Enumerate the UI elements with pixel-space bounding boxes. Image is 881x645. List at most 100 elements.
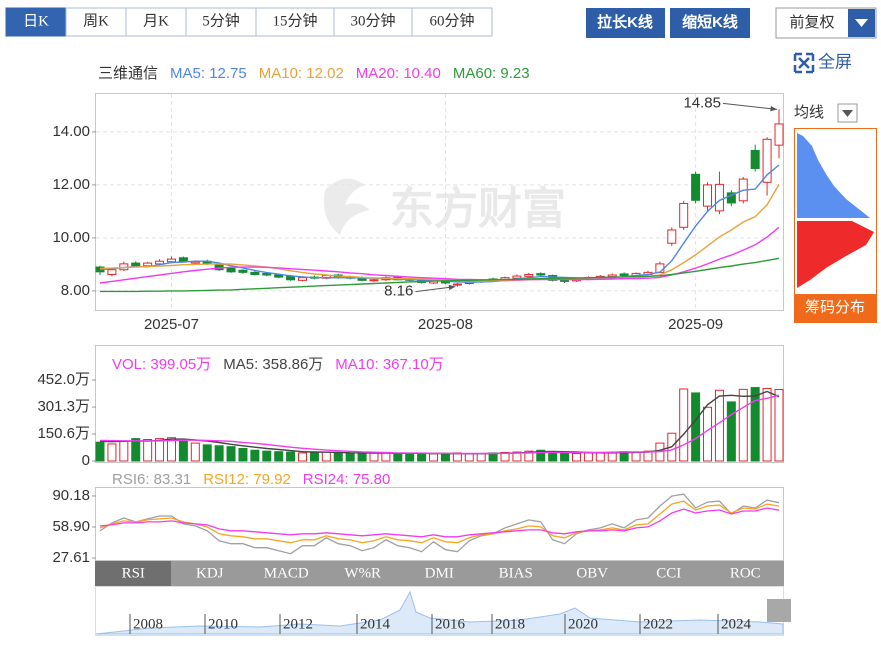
ma-selector-label[interactable]: 均线 [794, 104, 824, 121]
candle-body [679, 202, 689, 228]
volume-bar [571, 452, 581, 462]
volume-bar [703, 406, 713, 462]
indicator-tab[interactable]: DMI [425, 565, 454, 581]
volume-bar [357, 453, 367, 462]
tab[interactable]: 周K [83, 12, 109, 29]
rsi-panel [95, 487, 784, 561]
tab-bg[interactable] [65, 7, 127, 37]
annotation-label: 8.16 [384, 283, 413, 300]
indicator-tab[interactable]: KDJ [196, 565, 224, 581]
volume-bar [262, 450, 272, 462]
indicator-tab[interactable]: OBV [576, 565, 608, 581]
x-tick-label: 2025-08 [418, 316, 473, 333]
candle-body [178, 257, 188, 262]
volume-bar [393, 452, 403, 462]
tab-bg[interactable] [411, 7, 493, 37]
volume-bar [548, 451, 558, 462]
zoom-in-button[interactable]: 拉长K线 [597, 13, 653, 31]
tab-bg[interactable] [125, 7, 187, 37]
timeline-year: 2012 [283, 616, 313, 632]
timeline-handle[interactable] [767, 599, 791, 622]
adjust-label[interactable]: 前复权 [789, 13, 834, 31]
legend-entry: MA10: 12.02 [259, 65, 344, 82]
tab[interactable]: 60分钟 [429, 12, 474, 29]
y-tick-label: 14.00 [52, 123, 90, 140]
volume-bar [190, 442, 200, 462]
volume-bar [298, 452, 308, 462]
zoom-out-button[interactable]: 缩短K线 [682, 13, 738, 31]
chip-button-bg[interactable] [794, 294, 877, 322]
volume-bar [512, 451, 522, 462]
indicator-line [99, 493, 780, 555]
candle-body [750, 149, 760, 169]
tab-bg[interactable] [5, 7, 67, 37]
tab[interactable]: 15分钟 [272, 12, 317, 29]
indicator-tab[interactable]: BIAS [499, 565, 533, 581]
watermark-logo [324, 178, 370, 235]
indicator-tab[interactable]: ROC [730, 565, 761, 581]
indicator-tab[interactable]: W%R [344, 565, 381, 581]
volume-bar [524, 450, 534, 462]
fullscreen-button[interactable]: 全屏 [818, 52, 852, 71]
volume-bar [679, 388, 689, 462]
candle-body [619, 273, 629, 277]
fullscreen-icon[interactable] [793, 52, 815, 74]
tab[interactable]: 月K [143, 13, 169, 29]
watermark-text: 东方财富 [390, 185, 566, 234]
timeline-year: 2008 [133, 616, 163, 632]
indicator-tab[interactable]: CCI [656, 565, 681, 581]
candle-body [452, 283, 462, 286]
volume-bar [429, 453, 439, 462]
volume-ma-line [99, 394, 780, 455]
annotation-arrowhead [770, 105, 777, 112]
volume-bar [202, 444, 212, 462]
candle-body [512, 275, 522, 279]
x-tick-label: 2025-07 [144, 316, 199, 333]
volume-bar [762, 387, 772, 462]
ma-line [99, 226, 780, 284]
volume-bar [476, 452, 486, 462]
candle-body [226, 267, 236, 273]
indicator-line [99, 507, 780, 538]
button-bg[interactable] [670, 8, 750, 38]
tab-bg[interactable] [255, 7, 335, 37]
candle-body [726, 192, 736, 204]
indicator-tab[interactable]: RSI [122, 565, 145, 581]
button-bg[interactable] [586, 8, 665, 38]
tab[interactable]: 5分钟 [202, 12, 240, 29]
volume-bar [714, 389, 724, 462]
candle-body [262, 272, 272, 276]
chip-distribution-button[interactable]: 筹码分布 [805, 299, 865, 316]
volume-bar [95, 441, 105, 462]
timeline-year: 2020 [568, 616, 598, 632]
dropdown-arrow [855, 19, 868, 27]
candle-body [107, 269, 117, 275]
volume-bar [131, 438, 141, 462]
legend-entry: MA20: 10.40 [356, 65, 441, 82]
indicator-tab[interactable]: MACD [264, 565, 309, 581]
volume-bar [178, 440, 188, 462]
volume-bar [345, 452, 355, 462]
annotation-arrow [722, 102, 778, 110]
candle-body [655, 263, 665, 273]
tab-bg[interactable] [333, 7, 413, 37]
candle-body [250, 271, 260, 275]
tab[interactable]: 日K [23, 13, 49, 29]
indicator-tab-active[interactable] [95, 561, 171, 586]
legend-entry: RSI12: 79.92 [203, 471, 291, 488]
candle-body [369, 279, 379, 282]
volume-bar [238, 447, 248, 462]
candle-body [536, 273, 546, 276]
candle-body [774, 123, 784, 146]
y-tick-label: 58.90 [52, 518, 90, 535]
candle-body [691, 173, 701, 201]
volume-bar [369, 452, 379, 462]
candle-body [667, 229, 677, 244]
timeline-year: 2016 [435, 616, 466, 632]
legend-entry: RSI6: 83.31 [112, 471, 191, 488]
candle-body [714, 183, 724, 212]
tab[interactable]: 30分钟 [350, 12, 395, 29]
candle-body [131, 262, 141, 267]
